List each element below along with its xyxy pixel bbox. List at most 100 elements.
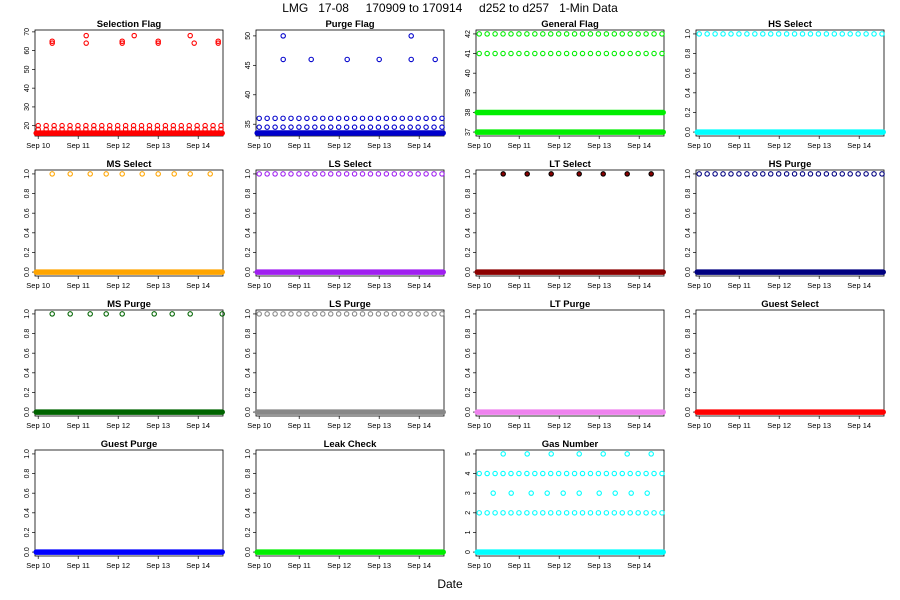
data-point — [272, 124, 278, 130]
y-tick-label: 0.0 — [24, 407, 31, 417]
data-point — [391, 311, 398, 317]
data-point — [327, 311, 334, 317]
data-point — [194, 126, 200, 133]
y-tick-label: 0.6 — [685, 208, 692, 218]
x-tick-label: Sep 14 — [186, 141, 210, 150]
x-tick-label: Sep 10 — [687, 421, 711, 430]
y-tick-label: 0.2 — [24, 387, 31, 397]
data-point — [359, 124, 366, 130]
x-tick-label: Sep 10 — [247, 561, 271, 570]
chart-title: LS Select — [329, 159, 373, 170]
data-point — [288, 171, 294, 177]
plot-frame — [695, 169, 885, 277]
data-point — [256, 171, 262, 177]
x-tick-label: Sep 11 — [288, 141, 311, 150]
data-point — [83, 32, 89, 39]
data-point — [863, 171, 869, 177]
data-point — [439, 115, 445, 122]
x-tick-label: Sep 12 — [327, 561, 351, 570]
y-tick-label: 40 — [465, 69, 472, 77]
y-tick-label: 3 — [465, 491, 472, 495]
data-point — [547, 50, 554, 57]
x-tick-label: Sep 10 — [467, 141, 491, 150]
y-tick-label: 1.0 — [24, 449, 31, 459]
data-point — [847, 171, 853, 177]
data-point — [659, 31, 665, 37]
y-tick-label: 5 — [465, 452, 472, 456]
data-point — [162, 126, 169, 133]
data-point — [508, 510, 514, 516]
data-point — [170, 122, 177, 129]
data-point — [516, 470, 522, 477]
data-point — [648, 451, 654, 457]
x-tick-label: Sep 12 — [767, 421, 791, 430]
plot-frame — [255, 29, 445, 137]
data-point — [103, 311, 109, 317]
chart-title: Guest Select — [761, 299, 819, 310]
x-tick-label: Sep 13 — [587, 141, 611, 150]
data-point — [312, 115, 318, 122]
data-point — [490, 490, 496, 496]
data-point — [600, 451, 606, 457]
y-tick-label: 0.2 — [245, 247, 252, 257]
x-tick-label: Sep 12 — [767, 141, 791, 150]
x-tick-label: Sep 11 — [508, 561, 531, 570]
data-point — [560, 490, 566, 496]
data-point — [280, 311, 286, 317]
data-point — [712, 31, 718, 37]
data-point — [643, 470, 649, 477]
y-tick-label: 0.2 — [685, 387, 692, 397]
data-point — [644, 490, 650, 496]
data-point — [407, 115, 413, 122]
data-point — [91, 122, 97, 129]
data-point — [178, 122, 185, 129]
data-point — [67, 122, 73, 129]
chart-title: HS Purge — [769, 159, 812, 170]
data-point — [155, 171, 161, 177]
data-point — [178, 126, 185, 133]
data-point — [548, 451, 554, 457]
x-tick-label: Sep 12 — [327, 281, 351, 290]
data-point — [43, 122, 49, 129]
data-point — [587, 31, 594, 37]
data-point — [408, 56, 414, 63]
data-point — [399, 171, 406, 177]
data-point — [155, 40, 161, 46]
data-point — [587, 510, 594, 516]
chart-guest-purge: Guest Purge 0.0 0.2 0.4 0.6 0.8 1.0 Sep 10 Sep 1… — [24, 439, 225, 570]
y-tick-label: 0.2 — [24, 527, 31, 537]
data-point — [99, 122, 105, 129]
x-tick-label: Sep 10 — [26, 561, 50, 570]
data-point — [210, 126, 216, 133]
x-tick-label: Sep 13 — [587, 281, 611, 290]
y-tick-label: 37 — [465, 128, 472, 136]
data-point — [327, 124, 334, 130]
data-point — [524, 510, 530, 516]
y-tick-label: 0.6 — [245, 488, 252, 498]
data-point — [528, 490, 534, 496]
data-point — [603, 470, 610, 477]
data-point — [351, 311, 358, 317]
data-point — [508, 490, 514, 496]
y-tick-label: 0.4 — [685, 228, 692, 238]
data-point — [815, 31, 822, 37]
chart-purge-flag: Purge Flag 35 40 45 50 Sep 10 Sep 11 Sep 12 Sep … — [245, 19, 446, 150]
data-point — [207, 171, 213, 177]
data-point — [492, 50, 498, 57]
data-point — [704, 171, 710, 177]
data-point — [839, 31, 846, 37]
data-point — [138, 122, 145, 129]
data-point — [280, 115, 286, 122]
chart-leak-check: Leak Check 0.0 0.2 0.4 0.6 0.8 1.0 Sep 10 Sep 11… — [245, 439, 446, 570]
data-point — [547, 31, 554, 37]
data-point — [391, 115, 398, 122]
x-tick-label: Sep 13 — [807, 421, 831, 430]
data-point — [704, 31, 710, 37]
data-point — [35, 122, 41, 129]
data-point — [59, 126, 65, 133]
y-tick-label: 0.4 — [245, 508, 252, 518]
data-point — [611, 50, 618, 57]
data-point — [579, 31, 586, 37]
data-point — [767, 31, 774, 37]
x-tick-label: Sep 13 — [367, 561, 391, 570]
